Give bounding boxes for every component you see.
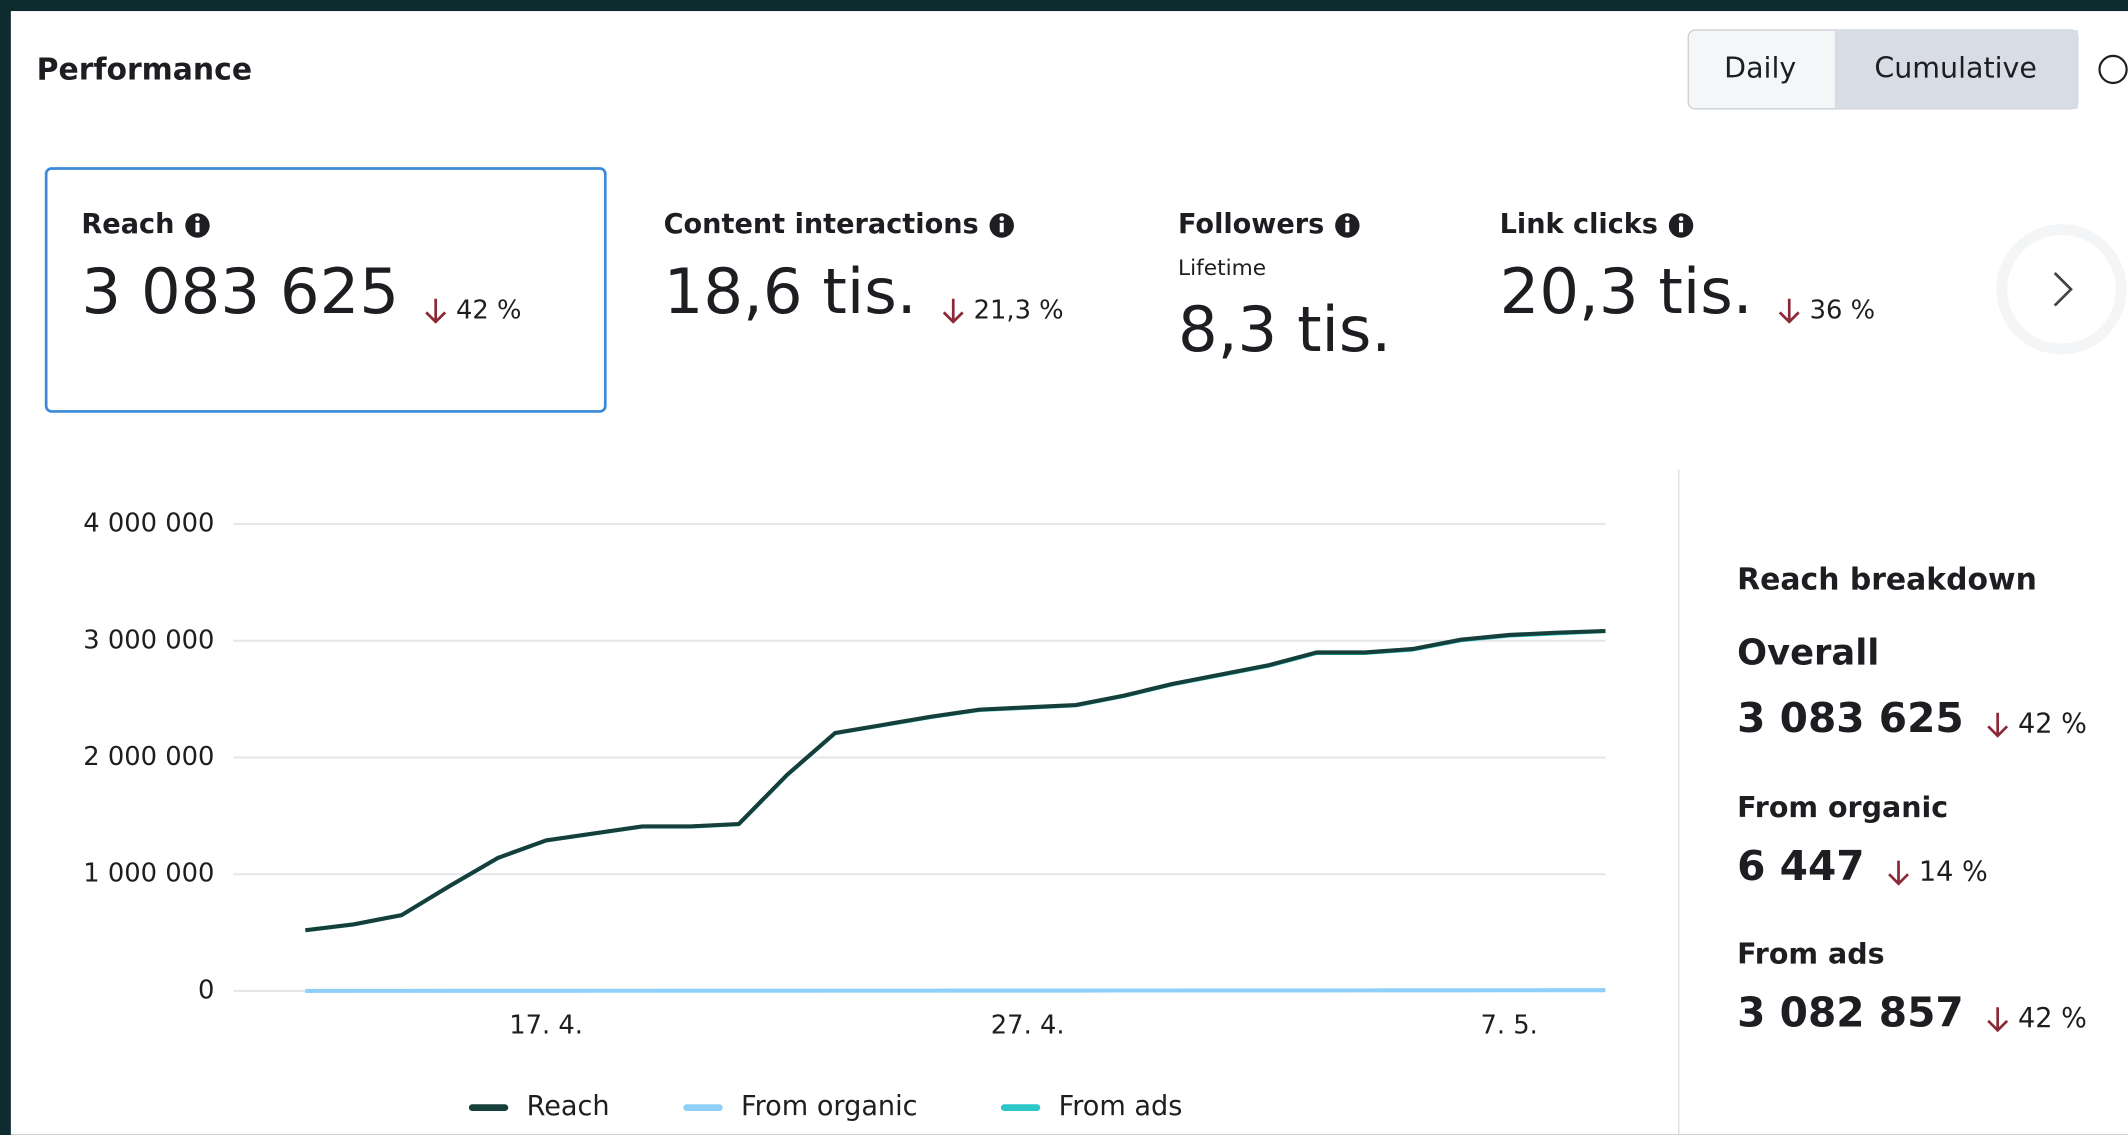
metric-label: Reach bbox=[81, 209, 174, 240]
metric-label: Followers bbox=[1178, 209, 1324, 240]
breakdown-value: 6 447 bbox=[1737, 842, 1864, 890]
toggle-label: Daily bbox=[1724, 51, 1796, 84]
info-icon-dot bbox=[1345, 216, 1350, 222]
y-tick-label: 4 000 000 bbox=[83, 509, 214, 539]
down-arrow bbox=[1888, 860, 1909, 886]
breakdown-value: 3 082 857 bbox=[1737, 988, 1964, 1036]
x-tick-label: 27. 4. bbox=[991, 1011, 1065, 1041]
legend-label: Reach bbox=[527, 1091, 610, 1122]
metric-value: 3 083 625 bbox=[81, 255, 399, 328]
legend-label: From ads bbox=[1059, 1091, 1183, 1122]
change: 36 % bbox=[1810, 296, 1875, 326]
y-tick-label: 2 000 000 bbox=[83, 742, 214, 772]
down-arrow bbox=[1987, 1007, 2009, 1033]
breakdown-label: From organic bbox=[1737, 791, 1948, 824]
x-tick-label: 7. 5. bbox=[1481, 1011, 1538, 1041]
next-button[interactable] bbox=[2007, 235, 2116, 344]
metric-value: 18,6 tis. bbox=[664, 255, 917, 328]
breakdown-label: From ads bbox=[1737, 938, 1884, 971]
metric-label: Content interactions bbox=[664, 209, 979, 240]
down-arrow bbox=[425, 298, 447, 324]
breakdown-title: Reach breakdown bbox=[1737, 563, 2037, 598]
y-tick-label: 0 bbox=[198, 975, 214, 1005]
info-icon-dot bbox=[1678, 216, 1684, 222]
info-icon-bar bbox=[195, 222, 200, 233]
toggle-label: Cumulative bbox=[1874, 51, 2037, 84]
down-arrow bbox=[1778, 298, 1800, 324]
series-line bbox=[305, 988, 1606, 993]
breakdown-label: Overall bbox=[1737, 632, 1879, 673]
chevron bbox=[2053, 272, 2073, 307]
selected-card[interactable] bbox=[44, 167, 607, 413]
metric-sublabel: Lifetime bbox=[1178, 256, 1266, 281]
info-icon-bar bbox=[999, 222, 1004, 233]
info-icon-dot bbox=[195, 216, 200, 222]
x-tick-label: 17. 4. bbox=[509, 1011, 583, 1041]
y-tick-label: 3 000 000 bbox=[83, 625, 214, 655]
change: 14 % bbox=[1919, 856, 1988, 887]
change: 42 % bbox=[456, 296, 521, 326]
change: 21,3 % bbox=[974, 296, 1064, 326]
change: 42 % bbox=[2018, 1003, 2087, 1034]
toggle-cumulative[interactable] bbox=[1834, 30, 2078, 109]
metric-label: Link clicks bbox=[1500, 209, 1658, 240]
metric-value: 8,3 tis. bbox=[1178, 293, 1391, 366]
down-arrow bbox=[942, 298, 964, 324]
series-line bbox=[305, 628, 1606, 933]
y-tick-label: 1 000 000 bbox=[83, 859, 214, 889]
change: 42 % bbox=[2018, 708, 2087, 739]
down-arrow bbox=[1987, 712, 2009, 738]
panel bbox=[10, 11, 2128, 1135]
metric-value: 20,3 tis. bbox=[1500, 255, 1753, 328]
breakdown-value: 3 083 625 bbox=[1737, 694, 1964, 742]
info-icon-bar bbox=[1345, 222, 1350, 233]
info-icon-dot bbox=[999, 216, 1005, 222]
info-icon-bar bbox=[1679, 222, 1684, 233]
page-title: Performance bbox=[37, 52, 252, 87]
legend-label: From organic bbox=[741, 1091, 918, 1122]
info-icon[interactable] bbox=[2098, 54, 2128, 85]
